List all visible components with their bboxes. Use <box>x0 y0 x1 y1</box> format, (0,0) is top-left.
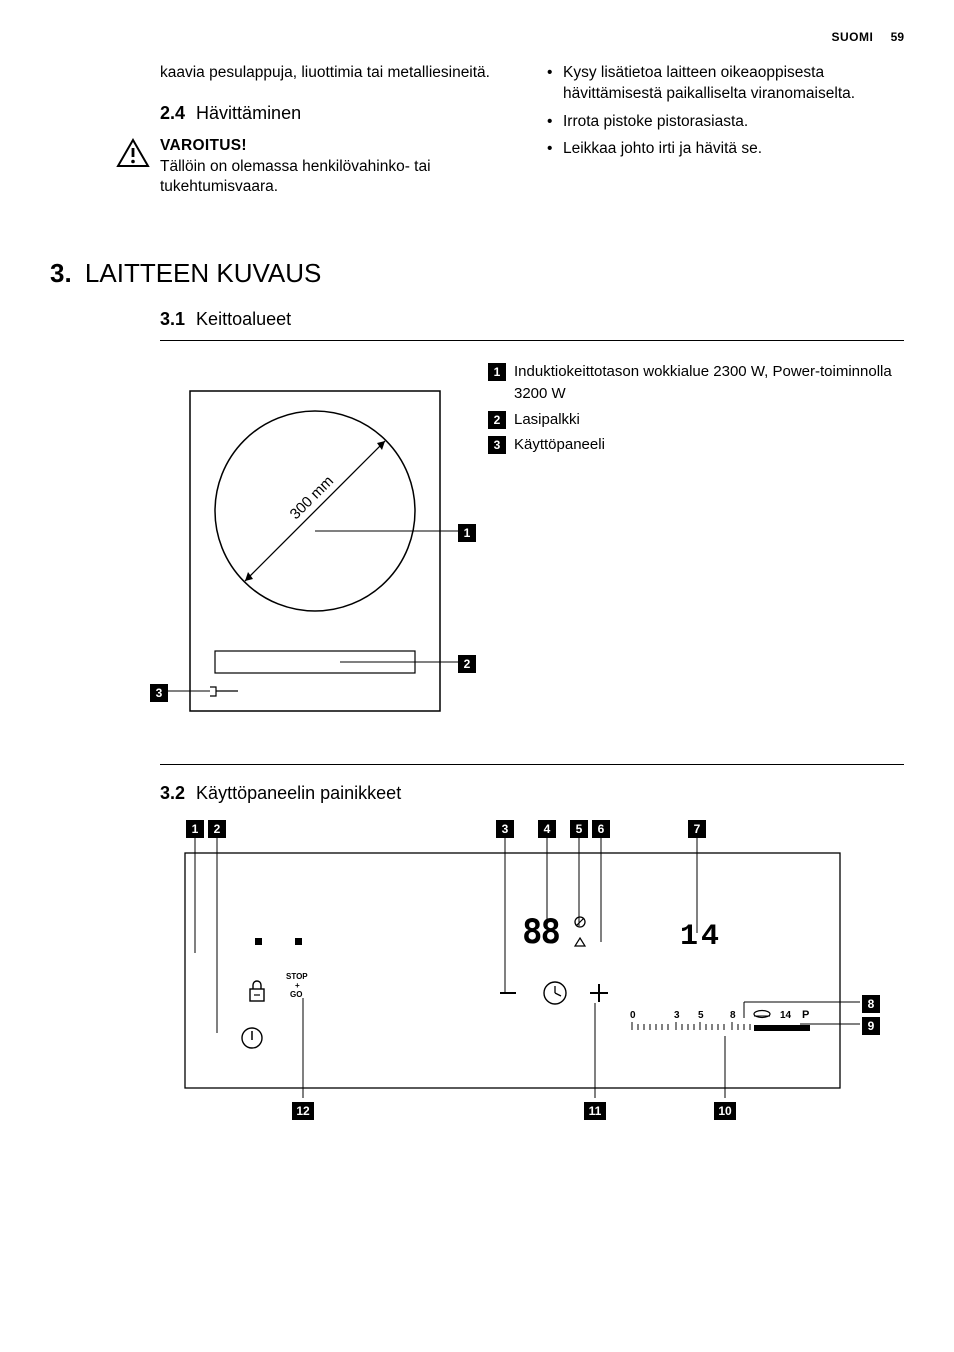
svg-text:8: 8 <box>730 1010 736 1021</box>
heading-3-1: 3.1 Keittoalueet <box>160 309 904 330</box>
legend-text: Käyttöpaneeli <box>514 434 605 457</box>
heading-3-title: LAITTEEN KUVAUS <box>85 258 321 288</box>
list-item: Kysy lisätietoa laitteen oikeaoppisesta … <box>547 62 894 105</box>
heading-3: 3. LAITTEEN KUVAUS <box>50 258 904 289</box>
list-item: Leikkaa johto irti ja hävitä se. <box>547 138 894 159</box>
lock-icon <box>250 981 264 1001</box>
top-columns: kaavia pesulappuja, liuottimia tai metal… <box>50 62 904 198</box>
legend-num: 2 <box>488 411 506 429</box>
svg-text:3: 3 <box>674 1010 680 1021</box>
panel-label-10: 10 <box>714 1102 736 1120</box>
heading-3-2-number: 3.2 <box>160 783 185 803</box>
intro-paragraph: kaavia pesulappuja, liuottimia tai metal… <box>160 62 507 83</box>
svg-text:0: 0 <box>630 1010 636 1021</box>
diagram-3-1: 300 mm 1 2 3 1 Induktiokeittotason wokki… <box>160 361 904 746</box>
legend-row: 2 Lasipalkki <box>488 409 904 432</box>
panel-label-6: 6 <box>592 820 610 838</box>
svg-text:5: 5 <box>698 1010 704 1021</box>
dimension-label: 300 mm <box>287 472 337 522</box>
panel-label-9: 9 <box>862 1017 880 1035</box>
callout-1-box: 1 <box>458 524 476 542</box>
panel-label-11: 11 <box>584 1102 606 1120</box>
heading-2-4-title: Hävittäminen <box>196 103 301 123</box>
svg-text:GO: GO <box>290 990 302 999</box>
warning-triangle-icon <box>116 136 150 197</box>
page-number: 59 <box>891 30 904 44</box>
legend-num: 3 <box>488 436 506 454</box>
legend-text: Induktiokeittotason wokkialue 2300 W, Po… <box>514 361 904 406</box>
heading-2-4: 2.4 Hävittäminen <box>160 101 507 126</box>
warning-text: Tällöin on olemassa henkilövahinko- tai … <box>160 157 507 198</box>
legend-num: 1 <box>488 363 506 381</box>
list-item: Irrota pistoke pistorasiasta. <box>547 111 894 132</box>
display-14: 14 <box>680 920 722 954</box>
panel-label-5: 5 <box>570 820 588 838</box>
svg-text:STOP: STOP <box>286 972 308 981</box>
page-header: SUOMI 59 <box>50 30 904 44</box>
panel-label-3: 3 <box>496 820 514 838</box>
heading-3-number: 3. <box>50 258 72 288</box>
heading-3-1-number: 3.1 <box>160 309 185 329</box>
callout-3-box: 3 <box>150 684 168 702</box>
cooktop-diagram: 300 mm <box>160 361 470 741</box>
heading-3-1-title: Keittoalueet <box>196 309 291 329</box>
diagram-3-2: 1 2 3 4 5 6 7 8 9 12 11 10 <box>160 818 904 1138</box>
left-column: kaavia pesulappuja, liuottimia tai metal… <box>50 62 507 198</box>
svg-text:+: + <box>295 981 300 990</box>
panel-label-8: 8 <box>862 995 880 1013</box>
control-panel-diagram: 88 14 STOP + GO <box>160 818 880 1138</box>
svg-text:P: P <box>802 1009 809 1021</box>
legend-row: 3 Käyttöpaneeli <box>488 434 904 457</box>
bullet-list: Kysy lisätietoa laitteen oikeaoppisesta … <box>547 62 894 160</box>
warning-title: VAROITUS! <box>160 136 507 156</box>
heading-3-2-title: Käyttöpaneelin painikkeet <box>196 783 401 803</box>
svg-text:14: 14 <box>780 1010 792 1021</box>
power-scale: 0 3 5 8 14 P <box>630 1009 810 1031</box>
legend-text: Lasipalkki <box>514 409 580 432</box>
heading-3-2: 3.2 Käyttöpaneelin painikkeet <box>160 783 904 804</box>
heading-2-4-number: 2.4 <box>160 103 185 123</box>
panel-label-2: 2 <box>208 820 226 838</box>
legend-row: 1 Induktiokeittotason wokkialue 2300 W, … <box>488 361 904 406</box>
power-icon <box>242 1028 262 1048</box>
language-label: SUOMI <box>831 30 873 44</box>
diagram-3-1-legend: 1 Induktiokeittotason wokkialue 2300 W, … <box>488 361 904 460</box>
panel-label-4: 4 <box>538 820 556 838</box>
right-column: Kysy lisätietoa laitteen oikeaoppisesta … <box>537 62 904 198</box>
panel-label-12: 12 <box>292 1102 314 1120</box>
warning-block: VAROITUS! Tällöin on olemassa henkilövah… <box>116 136 507 197</box>
display-88: 88 <box>522 912 559 952</box>
stop-go-icon: STOP + GO <box>286 972 308 999</box>
panel-label-1: 1 <box>186 820 204 838</box>
panel-label-7: 7 <box>688 820 706 838</box>
callout-2-box: 2 <box>458 655 476 673</box>
